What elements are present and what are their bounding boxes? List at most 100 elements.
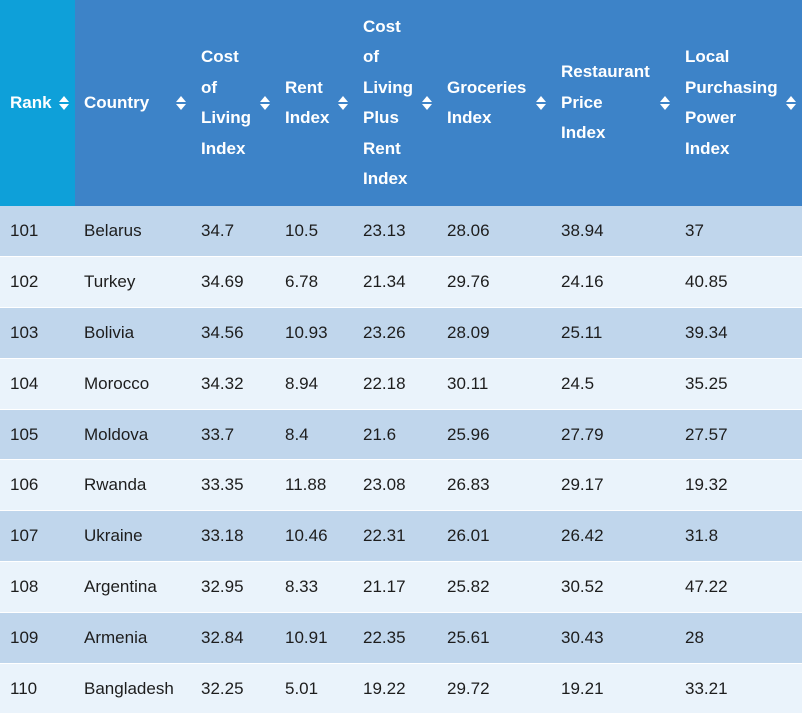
column-header-label-line: Rank xyxy=(10,92,52,112)
column-header-label: Rent Index xyxy=(285,73,329,134)
column-header-label-line: Plus xyxy=(363,108,399,127)
cell-rent-index: 10.5 xyxy=(276,206,354,258)
cell-local-purchasing-power-index: 39.34 xyxy=(676,307,802,359)
column-header-label-line: of xyxy=(201,77,218,97)
table-row: 104 Morocco 34.32 8.94 22.18 30.11 24.5 35.25 xyxy=(0,358,802,410)
cell-groceries-index: 29.76 xyxy=(438,256,552,309)
sort-arrows-icon[interactable] xyxy=(536,95,546,111)
sort-arrows-icon[interactable] xyxy=(338,95,348,111)
table-row: 101 Belarus 34.7 10.5 23.13 28.06 38.94 37 xyxy=(0,206,802,258)
column-header-label-line: Local xyxy=(685,47,730,66)
cell-country: Turkey xyxy=(75,256,192,309)
cell-groceries-index: 30.11 xyxy=(438,358,552,410)
cell-cost-of-living-plus-rent-index: 22.18 xyxy=(354,358,438,410)
column-header-local-purchasing-power-index[interactable]: Local Purchasing Power Index xyxy=(676,0,802,206)
cell-rank: 103 xyxy=(0,307,75,359)
column-header-label: Country xyxy=(84,88,149,119)
cell-rank: 106 xyxy=(0,459,75,512)
cell-country: Bolivia xyxy=(75,307,192,359)
column-header-content: Country xyxy=(84,88,192,119)
column-header-label-line: Rent xyxy=(285,77,323,97)
cell-cost-of-living-index: 33.7 xyxy=(192,409,276,461)
cell-local-purchasing-power-index: 47.22 xyxy=(676,561,802,613)
cell-rank: 102 xyxy=(0,256,75,309)
cell-country: Armenia xyxy=(75,612,192,664)
column-header-label-line: Living xyxy=(363,77,414,97)
cell-cost-of-living-plus-rent-index: 22.35 xyxy=(354,612,438,664)
sort-arrows-icon[interactable] xyxy=(176,95,186,111)
column-header-label-line: Restaurant xyxy=(561,62,650,82)
column-header-groceries-index[interactable]: Groceries Index xyxy=(438,0,552,206)
sort-arrows-icon[interactable] xyxy=(422,95,432,111)
cell-cost-of-living-plus-rent-index: 21.17 xyxy=(354,561,438,613)
sort-arrows-icon[interactable] xyxy=(786,95,796,111)
cell-country: Bangladesh xyxy=(75,663,192,714)
cell-groceries-index: 25.96 xyxy=(438,409,552,461)
cell-cost-of-living-index: 34.69 xyxy=(192,256,276,309)
column-header-rent-index[interactable]: Rent Index xyxy=(276,0,354,206)
column-header-label-line: Purchasing xyxy=(685,77,778,97)
table-row: 110 Bangladesh 32.25 5.01 19.22 29.72 19.21 33.… xyxy=(0,663,802,714)
table-header: Rank Country Cost of Living Index Rent Index Cos… xyxy=(0,0,802,206)
column-header-label: Local Purchasing Power Index xyxy=(685,42,778,164)
table-row: 106 Rwanda 33.35 11.88 23.08 26.83 29.17 19.32 xyxy=(0,459,802,512)
cell-rank: 110 xyxy=(0,663,75,714)
cell-rent-index: 8.4 xyxy=(276,409,354,461)
column-header-label-line: Rent xyxy=(363,138,401,158)
cell-local-purchasing-power-index: 40.85 xyxy=(676,256,802,309)
table-row: 103 Bolivia 34.56 10.93 23.26 28.09 25.11 39.34 xyxy=(0,307,802,359)
cell-groceries-index: 26.01 xyxy=(438,510,552,563)
sort-arrows-icon[interactable] xyxy=(59,95,69,111)
cell-groceries-index: 28.09 xyxy=(438,307,552,359)
table-row: 102 Turkey 34.69 6.78 21.34 29.76 24.16 40.85 xyxy=(0,256,802,309)
cell-restaurant-price-index: 25.11 xyxy=(552,307,676,359)
column-header-content: Local Purchasing Power Index xyxy=(685,42,802,164)
cell-cost-of-living-index: 34.7 xyxy=(192,206,276,258)
cell-country: Ukraine xyxy=(75,510,192,563)
cell-restaurant-price-index: 27.79 xyxy=(552,409,676,461)
cell-cost-of-living-plus-rent-index: 21.6 xyxy=(354,409,438,461)
cell-groceries-index: 25.61 xyxy=(438,612,552,664)
sort-arrows-icon[interactable] xyxy=(660,95,670,111)
cell-local-purchasing-power-index: 27.57 xyxy=(676,409,802,461)
cell-cost-of-living-index: 33.18 xyxy=(192,510,276,563)
cell-groceries-index: 28.06 xyxy=(438,206,552,258)
cell-cost-of-living-plus-rent-index: 21.34 xyxy=(354,256,438,309)
column-header-label: Cost of Living Plus Rent Index xyxy=(363,12,413,195)
column-header-label: Rank xyxy=(10,88,52,119)
column-header-label: Groceries Index xyxy=(447,73,526,134)
cell-local-purchasing-power-index: 37 xyxy=(676,206,802,258)
cell-cost-of-living-index: 32.84 xyxy=(192,612,276,664)
cell-rank: 107 xyxy=(0,510,75,563)
cell-restaurant-price-index: 19.21 xyxy=(552,663,676,714)
sort-arrows-icon[interactable] xyxy=(260,95,270,111)
column-header-country[interactable]: Country xyxy=(75,0,192,206)
header-row: Rank Country Cost of Living Index Rent Index Cos… xyxy=(0,0,802,206)
cell-country: Moldova xyxy=(75,409,192,461)
cell-cost-of-living-index: 32.95 xyxy=(192,561,276,613)
cell-groceries-index: 26.83 xyxy=(438,459,552,512)
column-header-restaurant-price-index[interactable]: Restaurant Price Index xyxy=(552,0,676,206)
cell-country: Belarus xyxy=(75,206,192,258)
cell-local-purchasing-power-index: 31.8 xyxy=(676,510,802,563)
cell-cost-of-living-plus-rent-index: 23.26 xyxy=(354,307,438,359)
cell-rank: 105 xyxy=(0,409,75,461)
column-header-label-line: Index xyxy=(685,138,730,158)
column-header-label-line: Living xyxy=(201,108,252,127)
column-header-label-line: Index xyxy=(201,138,246,158)
table-row: 109 Armenia 32.84 10.91 22.35 25.61 30.43 28 xyxy=(0,612,802,664)
cell-rent-index: 6.78 xyxy=(276,256,354,309)
cell-local-purchasing-power-index: 33.21 xyxy=(676,663,802,714)
cell-local-purchasing-power-index: 28 xyxy=(676,612,802,664)
cell-groceries-index: 25.82 xyxy=(438,561,552,613)
column-header-content: Restaurant Price Index xyxy=(561,57,676,149)
cell-rent-index: 11.88 xyxy=(276,459,354,512)
column-header-cost-of-living-index[interactable]: Cost of Living Index xyxy=(192,0,276,206)
cell-restaurant-price-index: 26.42 xyxy=(552,510,676,563)
column-header-label-line: of xyxy=(363,47,380,66)
column-header-rank[interactable]: Rank xyxy=(0,0,75,206)
column-header-cost-of-living-plus-rent-index[interactable]: Cost of Living Plus Rent Index xyxy=(354,0,438,206)
column-header-content: Groceries Index xyxy=(447,73,552,134)
